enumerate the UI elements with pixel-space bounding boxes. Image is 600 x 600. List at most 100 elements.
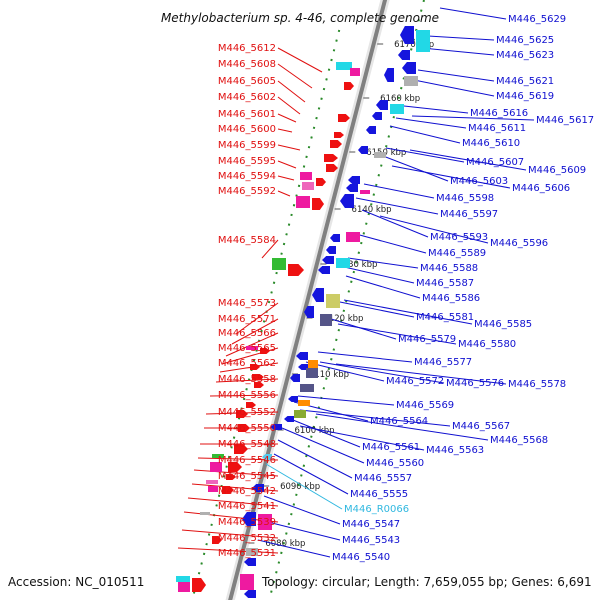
leader-line bbox=[177, 547, 279, 554]
gene-labels-layer: M446_5612 M446_5608 M446_5605 M446_5602 M446… bbox=[218, 14, 594, 563]
leader-line bbox=[355, 197, 439, 215]
leader-line bbox=[277, 190, 291, 197]
gene-label-left: M446_5566 bbox=[218, 328, 276, 339]
scale-tick-label: 6150 kbp bbox=[366, 148, 406, 158]
scale-tick-label: 6130 kbp bbox=[337, 260, 377, 270]
accession-text: Accession: NC_010511 bbox=[8, 575, 145, 589]
gene-label-left: M446_5602 bbox=[218, 92, 276, 103]
gene-label-right: M446_5597 bbox=[440, 209, 498, 220]
gene-feature bbox=[330, 140, 342, 148]
gene-label-left: M446_5556 bbox=[218, 390, 276, 401]
leader-line bbox=[209, 394, 279, 397]
gene-feature bbox=[260, 348, 270, 354]
leader-line bbox=[277, 63, 313, 89]
gene-feature bbox=[212, 454, 224, 458]
leader-line bbox=[317, 351, 413, 363]
gene-label-left: M446_5550 bbox=[218, 423, 276, 434]
gene-feature bbox=[272, 258, 286, 270]
gene-feature bbox=[308, 360, 318, 368]
scale-tick-label: 6100 kbp bbox=[295, 426, 335, 436]
gene-feature bbox=[242, 512, 256, 526]
leader-line bbox=[385, 147, 465, 163]
leader-line bbox=[355, 233, 427, 254]
leader-line bbox=[277, 80, 306, 103]
leader-line bbox=[277, 160, 297, 169]
leader-line bbox=[277, 47, 323, 73]
leader-line bbox=[315, 413, 489, 441]
gene-feature bbox=[346, 184, 358, 192]
gene-feature bbox=[300, 384, 314, 392]
gene-label-right: M446_5557 bbox=[354, 473, 412, 484]
leader-line bbox=[265, 463, 343, 510]
gene-feature bbox=[254, 382, 264, 388]
gene-label-left: M446_5565 bbox=[218, 343, 276, 354]
gene-label-right: M446_5560 bbox=[366, 458, 424, 469]
gene-label-left: M446_5573 bbox=[218, 298, 276, 309]
gene-label-left: M446_5592 bbox=[218, 186, 276, 197]
gene-feature bbox=[252, 484, 264, 492]
leader-line bbox=[225, 332, 279, 357]
gene-label-left: M446_5558 bbox=[218, 374, 276, 385]
genome-title: Methylobacterium sp. 4-46, complete geno… bbox=[161, 11, 439, 25]
leader-line bbox=[343, 299, 473, 325]
gene-label-left: M446_5539 bbox=[218, 517, 276, 528]
leader-line bbox=[261, 239, 279, 259]
gene-feature bbox=[390, 104, 404, 114]
gene-label-right: M446_5623 bbox=[496, 50, 554, 61]
gene-feature bbox=[212, 536, 222, 544]
scale-tick-label: 6140 kbp bbox=[352, 205, 392, 215]
gene-feature bbox=[348, 176, 360, 184]
gene-feature bbox=[326, 294, 340, 308]
gene-feature bbox=[208, 486, 218, 492]
gene-label-right: M446_5579 bbox=[398, 334, 456, 345]
gene-label-right: M446_5607 bbox=[466, 157, 524, 168]
gene-label-right: M446_5568 bbox=[490, 435, 548, 446]
gene-label-right: M446_5596 bbox=[490, 238, 548, 249]
gene-label-left: M446_5595 bbox=[218, 156, 276, 167]
gene-label-left: M446_5612 bbox=[218, 43, 276, 54]
leader-line bbox=[337, 323, 457, 345]
gene-label-left: M446_5548 bbox=[218, 439, 276, 450]
gene-feature bbox=[296, 196, 310, 208]
gene-feature bbox=[384, 68, 394, 82]
gene-feature bbox=[298, 364, 308, 370]
gene-label-right: M446_5569 bbox=[396, 400, 454, 411]
gene-label-left: M446_5545 bbox=[218, 471, 276, 482]
scale-tick-label: 6080 kbp bbox=[265, 539, 305, 549]
gene-label-right: M446_5625 bbox=[496, 35, 554, 46]
gene-label-right: M446_5555 bbox=[350, 489, 408, 500]
gene-feature bbox=[228, 462, 242, 472]
leader-line bbox=[335, 363, 507, 385]
leader-line bbox=[181, 529, 279, 539]
gene-label-right: M446_5543 bbox=[342, 535, 400, 546]
leader-line bbox=[361, 209, 429, 238]
gene-label-left: M446_5600 bbox=[218, 124, 276, 135]
leader-line bbox=[273, 453, 349, 495]
gene-feature bbox=[372, 112, 382, 120]
gene-feature bbox=[338, 114, 350, 122]
gene-feature bbox=[322, 256, 334, 264]
gene-feature bbox=[210, 462, 222, 472]
gene-feature bbox=[290, 374, 300, 382]
gene-feature bbox=[244, 590, 256, 598]
leader-line bbox=[421, 47, 495, 56]
scale-tick-label: 6170 kbp bbox=[394, 40, 434, 50]
gene-feature bbox=[192, 578, 206, 592]
leader-line bbox=[257, 539, 331, 558]
gene-label-left: M446_5532 bbox=[218, 533, 276, 544]
gene-feature bbox=[178, 582, 190, 592]
leader-line bbox=[259, 519, 341, 541]
tracks-layer: 6170 kbp 6160 kbp 6150 kbp 6140 kbp 6130 kbp… bbox=[191, 0, 434, 600]
gene-label-left: M446_5599 bbox=[218, 140, 276, 151]
gene-label-left: M446_5605 bbox=[218, 76, 276, 87]
left-dotted-track bbox=[191, 29, 341, 600]
gene-feature bbox=[336, 62, 352, 70]
gene-feature bbox=[336, 258, 350, 268]
leader-line bbox=[277, 96, 301, 115]
gene-features-layer bbox=[176, 26, 430, 598]
gene-feature bbox=[306, 368, 318, 378]
gene-label-right: M446_5580 bbox=[458, 339, 516, 350]
gene-label-left: M446_5531 bbox=[218, 548, 276, 559]
gene-feature bbox=[236, 410, 248, 418]
gene-feature bbox=[246, 402, 256, 408]
